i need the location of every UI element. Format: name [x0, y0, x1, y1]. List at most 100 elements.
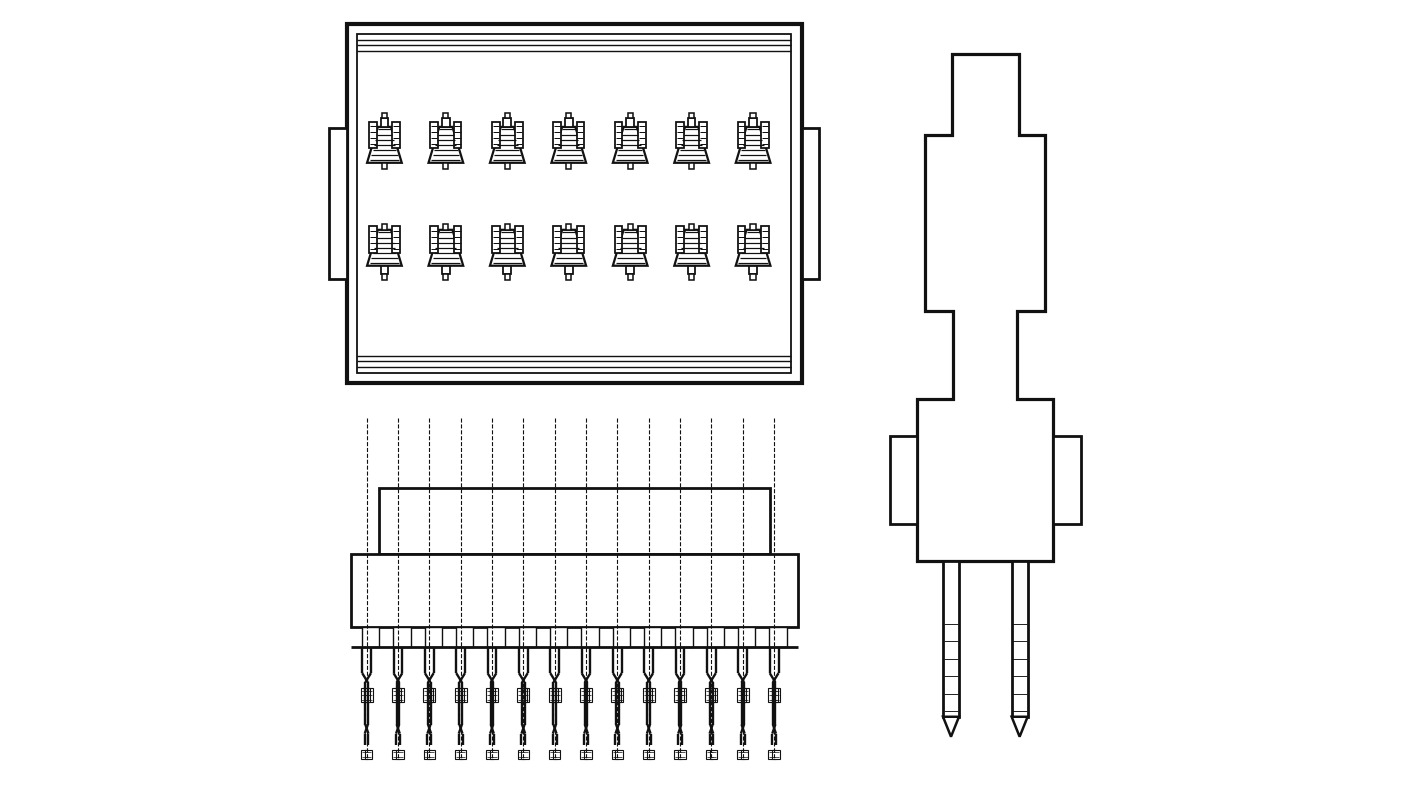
Bar — [361, 688, 371, 702]
Bar — [737, 688, 747, 702]
Bar — [381, 266, 388, 275]
Bar — [423, 750, 432, 760]
Bar — [392, 227, 400, 253]
Bar — [750, 266, 757, 275]
Polygon shape — [429, 127, 463, 163]
Bar — [567, 163, 571, 168]
Bar — [612, 750, 619, 760]
Bar — [643, 688, 652, 702]
Bar — [565, 266, 572, 275]
Bar — [491, 227, 500, 253]
Bar — [676, 227, 684, 253]
Bar — [707, 627, 724, 647]
Bar — [579, 688, 589, 702]
Bar — [551, 688, 561, 702]
Bar — [750, 163, 755, 168]
Bar — [638, 122, 646, 148]
Bar — [423, 688, 433, 702]
Bar — [426, 688, 436, 702]
Polygon shape — [1011, 717, 1028, 737]
Bar — [442, 118, 450, 127]
Bar — [1054, 436, 1081, 523]
Bar — [552, 750, 561, 760]
Bar — [395, 688, 403, 702]
Bar — [613, 627, 630, 647]
Polygon shape — [551, 127, 586, 163]
Bar — [443, 224, 449, 230]
Bar — [443, 113, 449, 118]
Bar — [706, 750, 713, 760]
Bar — [567, 275, 571, 280]
Bar — [518, 750, 525, 760]
Bar — [382, 163, 388, 168]
Bar — [648, 750, 655, 760]
Bar — [577, 227, 584, 253]
Bar — [626, 118, 635, 127]
Bar — [740, 688, 748, 702]
Bar — [615, 227, 622, 253]
Bar — [521, 750, 530, 760]
Bar — [638, 227, 646, 253]
Bar — [626, 266, 635, 275]
Bar — [628, 224, 633, 230]
Bar — [613, 688, 623, 702]
Bar — [358, 34, 791, 373]
Bar — [456, 627, 473, 647]
Bar — [487, 627, 504, 647]
Bar — [504, 266, 511, 275]
Bar — [369, 122, 376, 148]
Bar — [382, 224, 388, 230]
Bar — [750, 224, 755, 230]
Bar — [548, 688, 558, 702]
Bar — [454, 750, 463, 760]
Bar — [772, 750, 780, 760]
Bar — [645, 688, 655, 702]
Bar — [565, 118, 572, 127]
Bar — [550, 750, 557, 760]
Bar — [361, 750, 368, 760]
Bar — [362, 627, 379, 647]
Bar — [709, 688, 717, 702]
Bar — [628, 275, 633, 280]
Bar — [674, 688, 683, 702]
Bar — [689, 163, 694, 168]
Bar — [381, 118, 388, 127]
Polygon shape — [613, 230, 648, 266]
Bar — [550, 627, 567, 647]
Bar — [351, 554, 798, 627]
Bar — [700, 227, 707, 253]
Bar — [486, 750, 494, 760]
Bar — [488, 688, 498, 702]
Bar — [364, 688, 372, 702]
Bar — [329, 128, 346, 279]
Polygon shape — [429, 230, 463, 266]
Bar — [425, 627, 442, 647]
Bar — [1011, 560, 1028, 717]
Bar — [581, 627, 599, 647]
Bar — [517, 688, 527, 702]
Bar — [392, 688, 402, 702]
Bar — [515, 227, 523, 253]
Polygon shape — [736, 230, 771, 266]
Bar — [689, 275, 694, 280]
Polygon shape — [490, 230, 524, 266]
Polygon shape — [490, 127, 524, 163]
Bar — [442, 266, 450, 275]
Bar — [687, 266, 696, 275]
Bar — [706, 688, 714, 702]
Bar — [396, 750, 403, 760]
Bar — [518, 627, 535, 647]
Bar — [392, 750, 400, 760]
Bar — [379, 488, 770, 554]
Bar — [689, 113, 694, 118]
Bar — [676, 627, 693, 647]
Bar — [710, 750, 717, 760]
Bar — [750, 275, 755, 280]
Polygon shape — [917, 54, 1054, 560]
Bar — [750, 113, 755, 118]
Bar — [486, 688, 496, 702]
Bar — [768, 750, 775, 760]
Bar — [700, 122, 707, 148]
Bar — [346, 24, 802, 383]
Bar — [365, 750, 372, 760]
